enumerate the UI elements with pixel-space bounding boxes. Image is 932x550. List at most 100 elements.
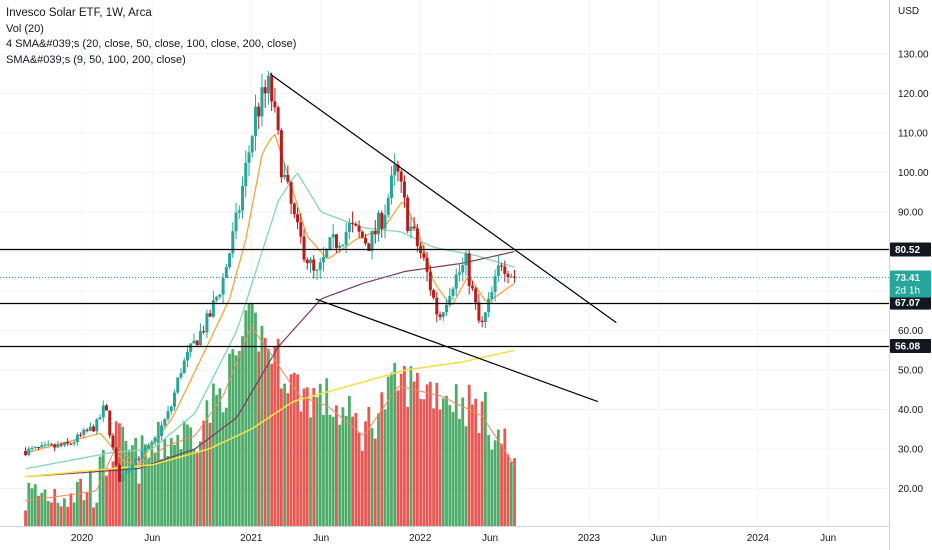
volume-bar (254, 312, 257, 526)
candle-body (506, 273, 510, 278)
x-tick-label: 2024 (747, 533, 770, 544)
legend-sma4[interactable]: 4 SMA&#039;s (20, close, 50, close, 100,… (6, 38, 297, 50)
candle-body (438, 314, 442, 317)
volume-bar (351, 416, 355, 526)
candle-body (211, 300, 215, 317)
trendlines[interactable] (269, 73, 617, 403)
volume-bar (458, 418, 461, 526)
volume-bar (186, 424, 189, 526)
candle-body (286, 174, 290, 182)
volume-bar (412, 381, 416, 526)
x-tick-label: 2021 (240, 533, 263, 544)
candle-body (474, 288, 478, 303)
candle-body (509, 276, 513, 278)
volume-bar (513, 458, 516, 526)
candle-body (461, 265, 465, 273)
legend-smas[interactable]: SMA&#039;s (9, 50, 100, 200, close) (6, 53, 186, 66)
volume-bar (247, 302, 251, 526)
candle-body (130, 464, 134, 468)
trendline (315, 298, 598, 403)
candle-body (43, 444, 47, 446)
volume-bar (338, 424, 342, 526)
candle-body (341, 244, 345, 246)
candle-body (59, 444, 63, 446)
chart-legend: Invesco Solar ETF, 1W, Arca Vol (20) 4 S… (6, 6, 296, 68)
candle-body (412, 226, 416, 229)
volume-bar (182, 421, 186, 526)
volume-bar (137, 483, 141, 526)
volume-bar (289, 374, 293, 526)
volume-bar (30, 488, 34, 526)
candle-body (373, 230, 377, 235)
horizontal-levels[interactable] (0, 248, 889, 348)
candle-body (386, 198, 390, 215)
candle-body (30, 447, 34, 449)
candle-body (399, 171, 403, 182)
volume-bar (160, 459, 163, 526)
candle-body (347, 223, 351, 232)
volume-bar (448, 405, 452, 526)
volume-bar (335, 405, 338, 526)
volume-bar (75, 481, 79, 526)
candle-body (224, 267, 228, 279)
candle-body (166, 411, 170, 419)
candle-body (503, 266, 507, 274)
candle-body (396, 164, 400, 172)
candle-body (435, 297, 439, 315)
candle-body (49, 444, 53, 446)
volume-bar (63, 498, 66, 526)
volume-bar (474, 398, 478, 526)
candle-body (195, 340, 199, 346)
y-tick-label: 120.00 (898, 89, 929, 100)
volume-bar (471, 404, 474, 526)
candle-body (247, 152, 251, 163)
candle-body (221, 278, 225, 295)
candle-body (351, 223, 355, 225)
candle-body (360, 231, 364, 238)
symbol-title[interactable]: Invesco Solar ETF, 1W, Arca (6, 7, 152, 19)
volume-bar (85, 492, 89, 526)
candle-body (205, 313, 209, 333)
candle-body (432, 290, 436, 298)
candle-body (169, 406, 173, 412)
volume-bar (493, 440, 497, 526)
candle-body (101, 405, 105, 418)
candle-body (69, 443, 73, 445)
legend-vol[interactable]: Vol (20) (6, 22, 44, 35)
volume-bar (218, 388, 222, 526)
level-price-text: 67.07 (895, 298, 920, 309)
volume-bar (27, 482, 31, 526)
volume-bar (487, 434, 491, 526)
volume-bar (105, 475, 108, 526)
volume-bar (46, 501, 50, 526)
volume-ma-line (25, 326, 515, 502)
level-price-text: 80.52 (895, 245, 920, 256)
candle-body (153, 437, 157, 443)
volume-bar (428, 381, 432, 526)
volume-bar (179, 449, 183, 526)
candle-body (283, 174, 287, 178)
candle-body (263, 87, 267, 94)
candle-body (105, 405, 109, 411)
bar-countdown-text: 2d 1h (895, 286, 920, 297)
candle-body (202, 331, 206, 333)
volume-bars (24, 302, 516, 526)
volume-bar (315, 397, 319, 526)
volume-bar (234, 355, 238, 526)
candle-body (389, 175, 393, 199)
volume-bar (344, 415, 348, 526)
candle-body (276, 107, 280, 131)
volume-bar (43, 489, 47, 526)
candle-body (234, 212, 238, 232)
volume-bar (461, 397, 465, 526)
candle-body (117, 464, 121, 482)
candle-body (250, 136, 254, 153)
volume-bar (244, 310, 248, 526)
candle-body (179, 373, 183, 378)
candle-body (111, 435, 115, 448)
volume-bar (435, 382, 439, 526)
candle-body (185, 351, 189, 361)
candle-body (147, 444, 151, 449)
